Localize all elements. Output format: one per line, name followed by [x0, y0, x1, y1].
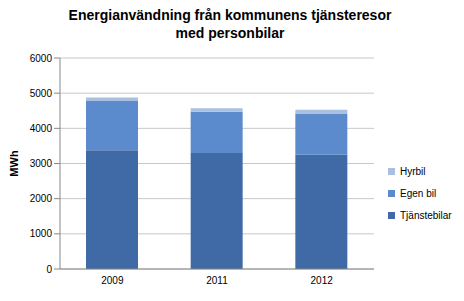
- html-text:Energianvändning från kommunen: Energianvändning från kommunens tjänster…: [68, 7, 392, 41]
- svg-text:4000: 4000: [30, 123, 53, 134]
- svg-text:1000: 1000: [30, 228, 53, 239]
- svg-text:2011: 2011: [206, 275, 228, 286]
- svg-text:2009: 2009: [101, 275, 124, 286]
- html-text:Hyrbil: Hyrbil: [400, 165, 426, 177]
- svg-text:6000: 6000: [30, 53, 53, 64]
- svg-text:3000: 3000: [30, 158, 53, 169]
- svg-text:MWh: MWh: [8, 150, 20, 177]
- svg-text:2012: 2012: [311, 275, 334, 286]
- html-text:Egen bil: Egen bil: [400, 187, 437, 199]
- svg-text:2000: 2000: [30, 193, 53, 204]
- html-text:Tjänstebilar: Tjänstebilar: [400, 209, 452, 221]
- svg-text:0: 0: [46, 264, 52, 275]
- svg-text:5000: 5000: [30, 88, 53, 99]
